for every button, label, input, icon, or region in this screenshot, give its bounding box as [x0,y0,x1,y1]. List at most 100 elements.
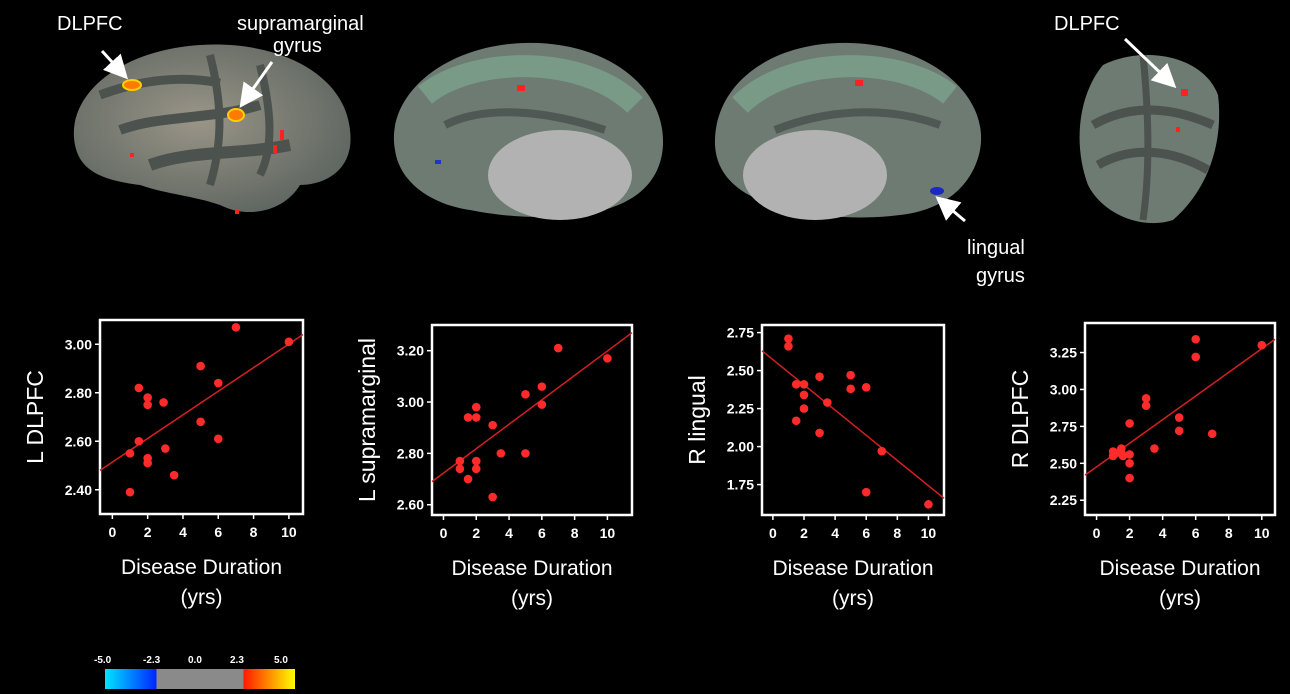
supramarginal-label-line2: gyrus [273,35,322,57]
colorbar-gradient [105,669,295,689]
data-point [463,413,473,422]
data-point [488,420,497,430]
lingual-label-line2: gyrus [976,265,1025,287]
data-point [799,404,809,413]
y-tick-label: 3.00 [397,394,424,410]
plot-frame [430,323,634,517]
colorbar-tick-label: -5.0 [94,655,112,666]
left-medial-brain-image [393,42,664,220]
data-point [125,487,135,497]
data-point [496,449,506,458]
data-point [1125,459,1134,468]
figure-panel: DLPFC supramarginal gyrus lingual gyrus … [5,5,1285,689]
regression-line [99,333,304,471]
data-point [553,343,563,353]
x-tick-label: 4 [831,525,839,541]
x-tick-label: 0 [108,524,116,540]
data-point [143,458,152,468]
data-point [455,456,465,466]
y-axis-label: L DLPFC [22,370,48,464]
data-point [471,413,481,422]
data-point [861,487,871,497]
data-point [284,337,294,347]
data-point [1141,394,1151,403]
y-tick-label: 3.20 [397,343,424,359]
x-tick-label: 10 [921,525,937,541]
x-tick-label: 2 [1126,525,1134,541]
arrow-supramarginal [239,61,274,108]
dlpfc-left-label: DLPFC [57,13,123,35]
x-tick-label: 10 [1254,525,1270,541]
y-tick-label: 3.00 [1050,381,1077,397]
arrow-dlpfc-left [100,49,129,80]
y-tick-label: 2.80 [65,385,92,401]
data-point [1125,473,1134,483]
y-tick-label: 2.40 [65,482,92,498]
data-point [823,398,832,407]
x-tick-label: 6 [1192,525,1200,541]
x-axis-label: Disease Duration [451,557,612,580]
colorbar-tick-label: -2.3 [143,655,161,666]
x-axis-label: Disease Duration [1099,557,1260,580]
data-point [471,464,481,474]
x-tick-label: 8 [571,525,579,541]
data-point [161,444,170,453]
x-axis-label: Disease Duration [772,557,933,580]
data-point [196,417,205,427]
x-tick-label: 6 [538,525,546,541]
plot-frame [98,318,305,516]
y-tick-label: 3.25 [1050,345,1077,361]
data-point [463,474,473,484]
x-tick-label: 6 [214,524,222,540]
x-tick-label: 2 [800,525,808,541]
data-point [213,434,223,444]
x-tick-label: 8 [893,525,901,541]
data-point [877,446,887,456]
data-point [169,470,179,480]
data-point [1125,450,1134,459]
x-axis-label: Disease Duration [121,556,282,579]
data-point [521,449,530,458]
data-point [196,361,205,371]
y-tick-label: 2.50 [727,363,754,379]
y-axis-label: L supramarginal [354,338,380,502]
plot-frame [1083,321,1277,517]
plot-frame [760,323,946,517]
data-point [143,393,152,402]
colorbar-tick-label: 5.0 [274,655,288,666]
y-tick-label: 2.75 [727,325,754,341]
data-point [791,379,801,389]
supramarginal-label-line1: supramarginal [237,13,364,35]
x-tick-label: 10 [281,524,297,540]
y-tick-label: 1.75 [727,477,754,493]
data-point [1150,444,1159,453]
data-point [134,383,144,393]
data-point [924,500,933,509]
x-tick-label: 4 [1159,525,1167,541]
colorbar [105,669,295,689]
x-axis-label-units: (yrs) [181,586,223,609]
data-point [815,372,824,381]
x-tick-label: 2 [472,525,480,541]
data-point [134,436,144,446]
data-point [846,384,855,394]
y-tick-label: 2.60 [397,497,424,513]
annotation-arrows [100,37,1177,223]
x-tick-label: 2 [144,524,152,540]
x-tick-label: 0 [1093,525,1101,541]
dlpfc-right-label: DLPFC [1054,13,1120,35]
data-point [125,449,135,458]
data-point [1257,340,1267,350]
y-tick-label: 2.75 [1050,418,1077,434]
y-tick-label: 2.50 [1050,455,1077,471]
x-tick-label: 6 [862,525,870,541]
data-point [213,378,223,388]
data-point [143,400,152,410]
regression-line [761,350,945,499]
x-tick-label: 0 [440,525,448,541]
regression-line [431,332,633,483]
data-point [784,341,793,351]
y-tick-label: 2.00 [727,439,754,455]
arrow-lingual [935,196,966,223]
data-point [471,456,481,466]
